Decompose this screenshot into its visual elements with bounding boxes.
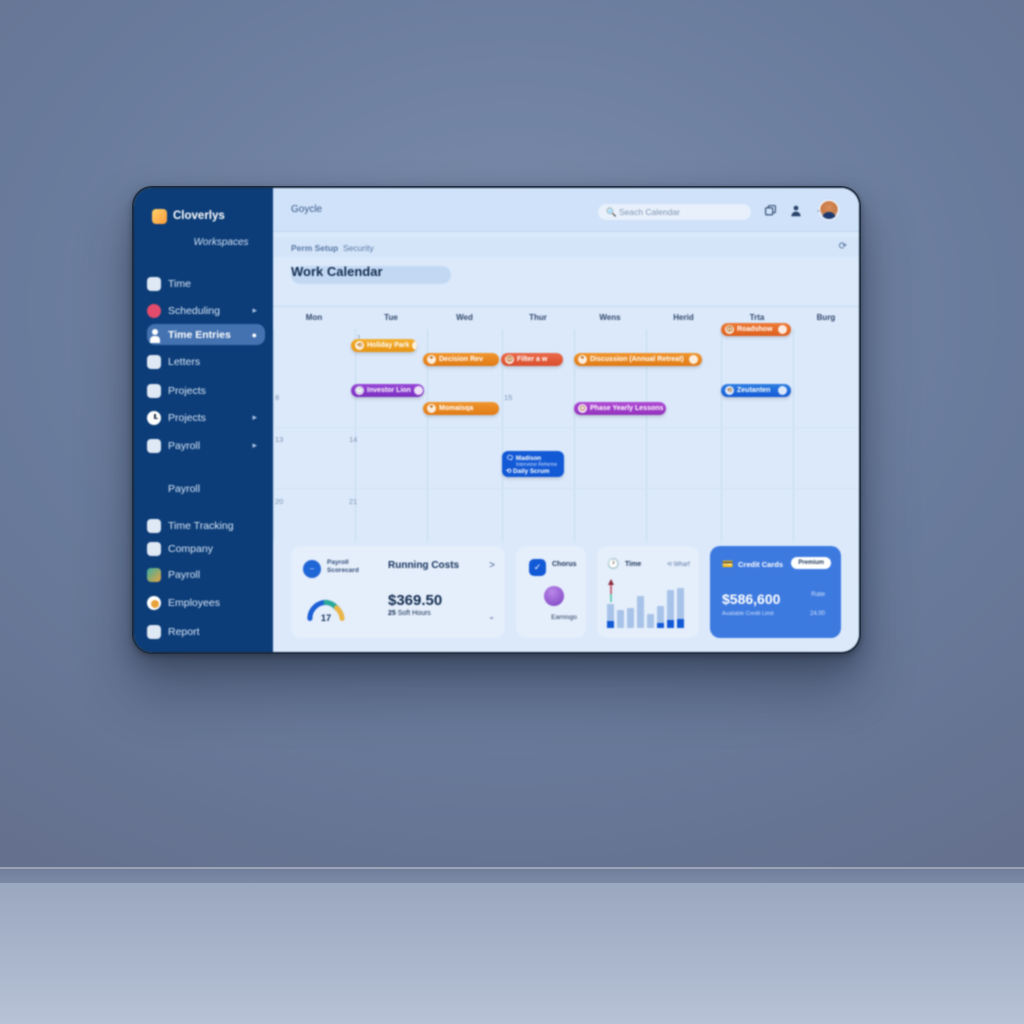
svg-text:17: 17 xyxy=(321,613,331,623)
